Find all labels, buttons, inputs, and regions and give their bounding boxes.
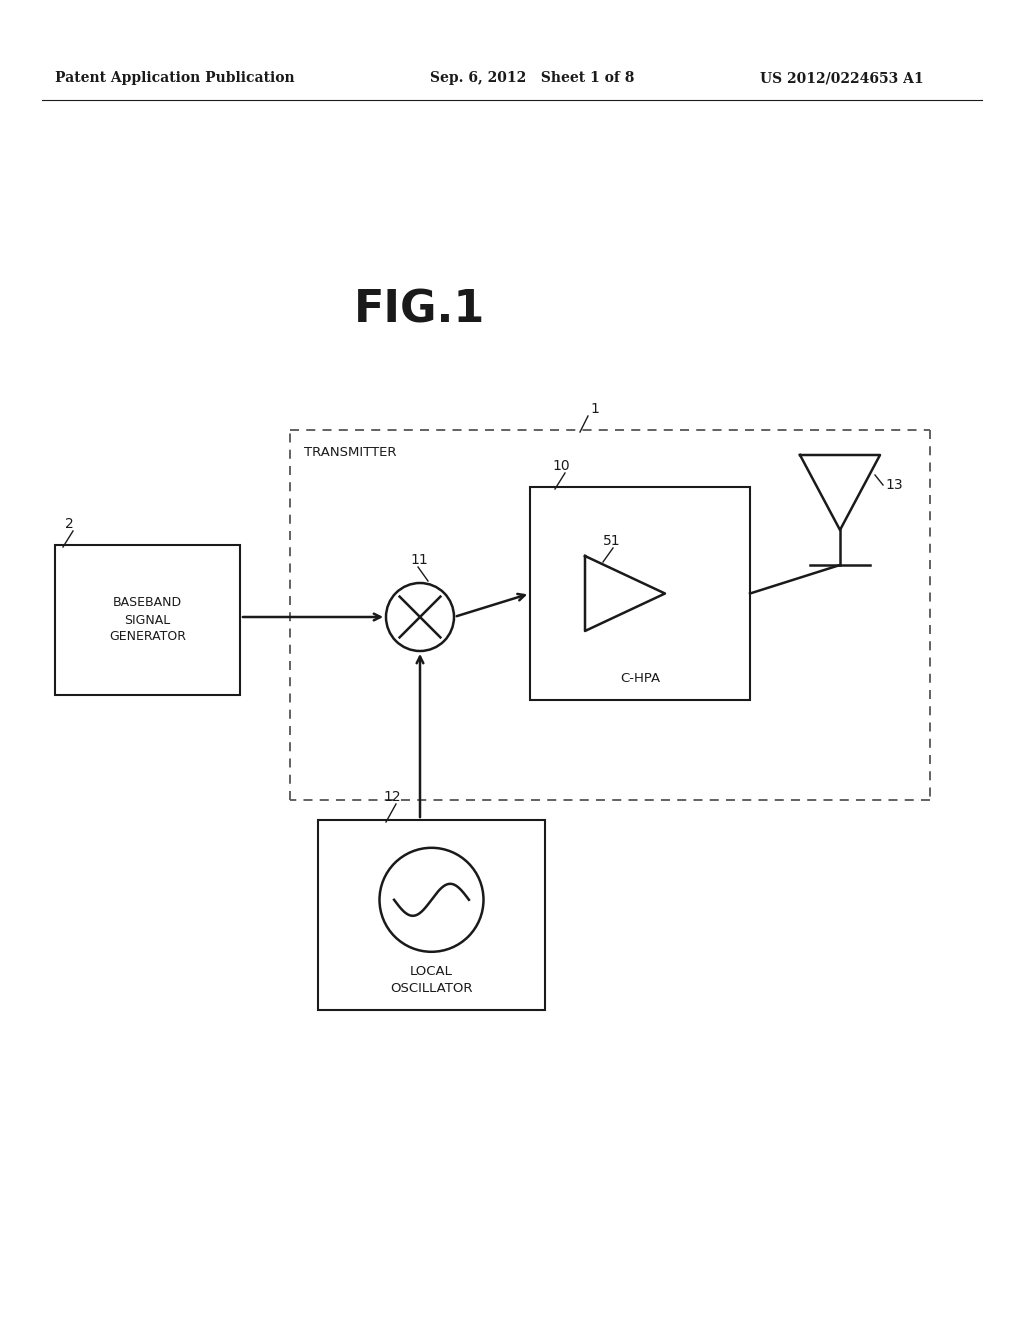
Text: 13: 13 [885,478,902,492]
Text: 1: 1 [590,403,599,416]
Bar [318,820,545,1010]
Text: Patent Application Publication: Patent Application Publication [55,71,295,84]
Text: C-HPA: C-HPA [620,672,660,685]
Bar [55,545,240,696]
Text: FIG.1: FIG.1 [354,289,485,331]
Bar [530,487,750,700]
Text: 10: 10 [552,459,569,473]
Text: 51: 51 [603,535,621,548]
Text: 12: 12 [383,789,400,804]
Text: Sep. 6, 2012   Sheet 1 of 8: Sep. 6, 2012 Sheet 1 of 8 [430,71,635,84]
Text: LOCAL
OSCILLATOR: LOCAL OSCILLATOR [390,965,473,995]
Text: 2: 2 [65,517,74,531]
Text: US 2012/0224653 A1: US 2012/0224653 A1 [760,71,924,84]
Text: 11: 11 [410,553,428,568]
Text: TRANSMITTER: TRANSMITTER [304,446,396,459]
Text: BASEBAND
SIGNAL
GENERATOR: BASEBAND SIGNAL GENERATOR [109,597,186,644]
